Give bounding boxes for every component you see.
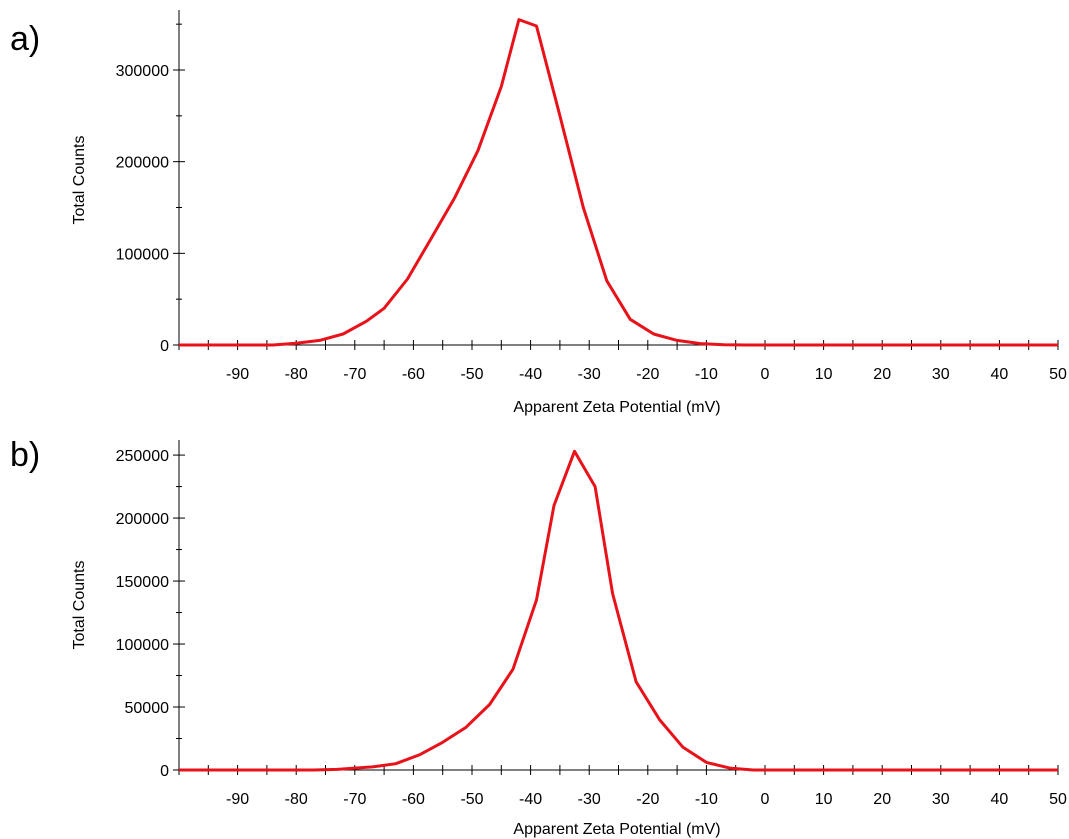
x-tick-label: -10: [695, 791, 718, 808]
x-tick-label: -20: [636, 366, 659, 383]
x-tick-label: 40: [991, 366, 1009, 383]
x-tick-label: 50: [1049, 366, 1067, 383]
x-tick-label: -40: [519, 366, 542, 383]
x-tick-label: -80: [285, 366, 308, 383]
x-tick-label: 0: [761, 791, 770, 808]
x-tick-label: -50: [460, 366, 483, 383]
x-axis-title: Apparent Zeta Potential (mV): [513, 399, 720, 416]
y-tick-label: 200000: [116, 155, 169, 172]
series-line: [179, 18, 1058, 347]
x-tick-label: 0: [761, 366, 770, 383]
x-tick-label: 50: [1049, 791, 1067, 808]
y-axis-title: Total Counts: [71, 136, 88, 225]
chart-a: Apparent Zeta Potential (mV) Total Count…: [71, 10, 1067, 416]
x-tick-label: -60: [402, 791, 425, 808]
x-tick-label: 10: [815, 791, 833, 808]
y-tick-label: 0: [160, 763, 169, 780]
x-tick-label: -50: [460, 791, 483, 808]
y-tick-label: 50000: [125, 700, 170, 717]
panel-label-a: a): [10, 20, 41, 58]
x-tick-label: 30: [932, 366, 950, 383]
x-tick-label: -60: [402, 366, 425, 383]
chart-panel-a: a) Apparent Zeta Potential (mV) Total Co…: [10, 10, 1067, 416]
y-tick-label: 100000: [116, 246, 169, 263]
x-tick-label: -90: [226, 791, 249, 808]
x-axis-title: Apparent Zeta Potential (mV): [513, 821, 720, 838]
x-tick-label: 10: [815, 366, 833, 383]
chart-b: Apparent Zeta Potential (mV) Total Count…: [71, 440, 1067, 838]
y-tick-label: 300000: [116, 63, 169, 80]
y-axis-title: Total Counts: [71, 561, 88, 650]
x-tick-label: -70: [343, 366, 366, 383]
x-tick-label: -90: [226, 366, 249, 383]
y-tick-label: 250000: [116, 448, 169, 465]
x-tick-label: -10: [695, 366, 718, 383]
series-line: [179, 449, 1058, 772]
x-tick-label: 20: [873, 791, 891, 808]
x-tick-label: -70: [343, 791, 366, 808]
panel-label-b: b): [10, 436, 41, 474]
y-tick-label: 200000: [116, 511, 169, 528]
y-tick-label: 150000: [116, 574, 169, 591]
x-tick-label: -40: [519, 791, 542, 808]
x-tick-label: 20: [873, 366, 891, 383]
x-tick-label: -80: [285, 791, 308, 808]
x-tick-label: 30: [932, 791, 950, 808]
y-tick-label: 0: [160, 338, 169, 355]
x-tick-label: -20: [636, 791, 659, 808]
x-tick-label: -30: [578, 791, 601, 808]
y-tick-label: 100000: [116, 637, 169, 654]
x-tick-label: -30: [578, 366, 601, 383]
x-tick-label: 40: [991, 791, 1009, 808]
chart-panel-b: b) Apparent Zeta Potential (mV) Total Co…: [0, 420, 1069, 839]
